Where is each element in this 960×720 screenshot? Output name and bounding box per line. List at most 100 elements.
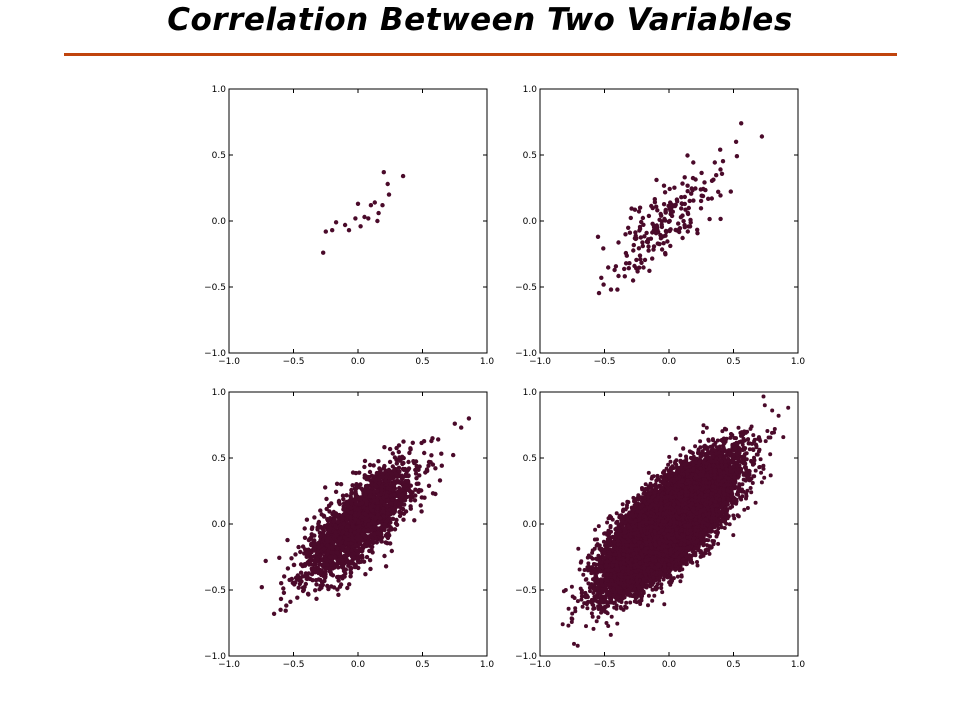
scatter-point [676,221,681,226]
scatter-point [340,493,346,498]
scatter-point [346,228,352,233]
scatter-point [428,460,433,465]
scatter-point [736,425,741,430]
scatter-point [348,494,353,499]
scatter-point [406,480,411,485]
scatter-point [419,509,424,514]
scatter-point [353,487,358,492]
scatter-point [318,534,323,539]
scatter-point [638,257,643,262]
scatter-point [413,471,419,476]
scatter-point [383,564,389,569]
scatter-point [660,590,665,595]
scatter-point [401,455,406,461]
scatter-point [368,513,373,518]
scatter-point [315,541,321,546]
scatter-point [719,171,725,176]
scatter-point [647,268,652,273]
scatter-point [321,546,327,552]
scatter-point [350,470,356,475]
x-tick-label: 0.5 [415,357,429,367]
scatter-point [386,468,392,473]
scatter-point [601,246,606,251]
scatter-point [323,229,328,234]
scatter-point [615,621,620,626]
scatter-point [361,543,366,549]
scatter-point [359,514,365,519]
scatter-point [315,525,320,530]
scatter-point [318,583,323,588]
scatter-point [303,571,308,576]
scatter-point [646,248,651,253]
scatter-point [683,207,688,212]
scatter-point [650,205,655,211]
scatter-point [701,430,705,435]
scatter-point [384,493,389,499]
scatter-point [640,215,646,221]
scatter-point [377,531,382,537]
scatter-point [370,544,375,550]
scatter-point [670,209,675,214]
scatter-point [668,243,673,249]
scatter-point [359,553,365,558]
scatter-point [718,167,723,172]
scatter-point [691,160,696,165]
scatter-point [679,201,684,206]
scatter-point [628,215,633,221]
scatter-point [369,481,374,487]
scatter-panel-4: −1.0 −0.5 0.0 0.5 1.0−1.0−0.50.00.51.0 [515,388,805,670]
scatter-point [319,580,325,585]
scatter-point [325,536,331,541]
scatter-point [364,543,369,549]
scatter-point [640,243,645,249]
scatter-point [355,525,361,530]
scatter-point [425,468,430,474]
scatter-points [595,121,765,296]
scatter-point [394,517,399,523]
scatter-panel-1: −1.0 −0.5 0.0 0.5 1.0−1.0−0.50.00.51.0 [204,85,494,367]
scatter-point [390,497,395,502]
y-tick-label: 0.0 [212,217,227,227]
scatter-point [690,175,696,181]
scatter-point [687,224,693,229]
scatter-point [314,596,319,601]
scatter-point [259,585,264,590]
scatter-point [382,445,387,450]
scatter-point [413,459,419,464]
scatter-panel-3: −1.0 −0.5 0.0 0.5 1.0−1.0−0.50.00.51.0 [204,388,494,670]
scatter-point [375,488,380,494]
plot-frame [228,88,488,354]
scatter-point [379,499,384,504]
scatter-point [663,252,668,257]
x-tick-label: 0.5 [726,357,740,367]
scatter-point [348,574,353,579]
scatter-point [429,453,434,458]
scatter-point [285,537,290,543]
scatter-point [317,530,323,535]
scatter-point [302,535,308,540]
scatter-point [641,265,646,270]
scatter-point [624,253,629,258]
y-tick-label: 0.5 [212,454,226,464]
scatter-point [365,483,370,488]
scatter-point [296,585,301,590]
scatter-point [429,438,434,444]
scatter-point [323,557,328,562]
scatter-point [362,473,367,478]
scatter-point [391,506,396,511]
scatter-point [394,471,399,477]
scatter-point [350,483,355,488]
scatter-point [386,192,392,197]
scatter-point [681,218,686,224]
scatter-point [685,183,690,188]
scatter-point [709,178,715,183]
scatter-point [626,266,631,271]
scatter-point [362,214,367,220]
scatter-point [627,230,633,235]
scatter-point [359,559,364,564]
scatter-point [422,495,427,500]
scatter-point [693,444,698,449]
scatter-point [383,478,388,483]
scatter-point [335,546,340,551]
scatter-point [405,467,411,473]
